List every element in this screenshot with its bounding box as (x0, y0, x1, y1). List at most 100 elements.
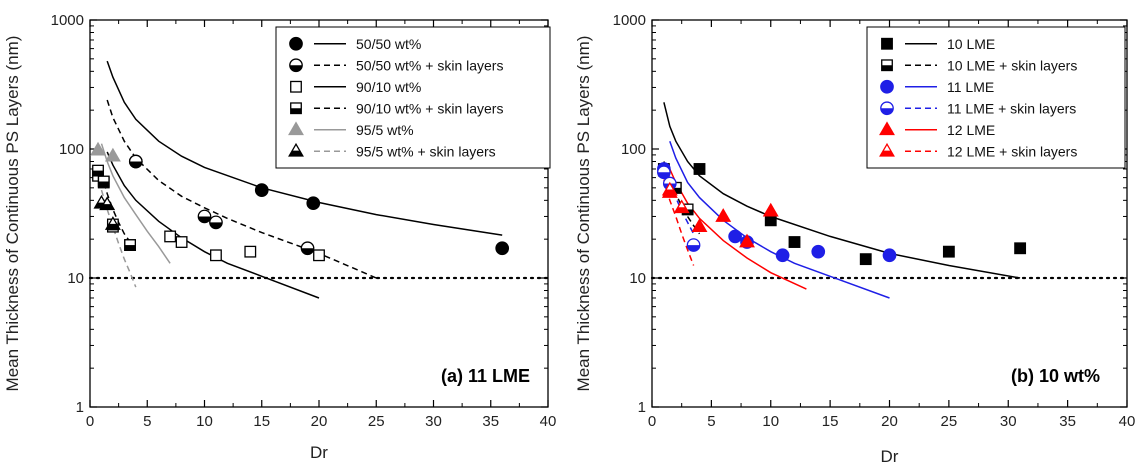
data-point (97, 175, 110, 188)
data-point (92, 164, 104, 177)
marker-shape (881, 37, 893, 50)
marker-shape (715, 208, 732, 222)
data-point (209, 215, 223, 230)
marker-half (301, 248, 314, 255)
data-point (124, 239, 136, 251)
x-axis-label: Dr (881, 447, 899, 465)
legend-label: 11 LME (947, 79, 994, 95)
data-point (693, 163, 706, 175)
data-point (313, 249, 325, 262)
marker-shape (288, 121, 304, 136)
y-tick-label: 1000 (613, 12, 646, 29)
x-axis-label: Dr (310, 443, 328, 462)
fit-line (106, 60, 503, 236)
marker-half (289, 65, 303, 72)
marker-shape (289, 36, 303, 51)
x-tick-label: 25 (368, 413, 385, 430)
data-point (254, 183, 269, 197)
data-point (164, 230, 177, 243)
marker-shape (306, 196, 321, 211)
x-tick-label: 5 (143, 413, 151, 430)
x-tick-label: 20 (881, 413, 898, 430)
legend-marker (288, 121, 304, 136)
data-point (90, 141, 106, 156)
x-tick-label: 10 (762, 413, 779, 430)
marker-half (290, 108, 302, 114)
marker-shape (693, 163, 706, 175)
data-point (739, 233, 755, 248)
legend-label: 90/10 wt% + skin layers (356, 100, 503, 116)
legend-box (275, 26, 551, 169)
marker-half (98, 181, 110, 187)
marker-half (687, 245, 700, 252)
marker-half (880, 150, 894, 156)
legend-marker (881, 59, 893, 72)
data-point (104, 147, 121, 162)
y-tick-label: 1 (76, 399, 84, 416)
marker-shape (882, 248, 897, 263)
fit-line (663, 162, 695, 235)
data-point (728, 229, 742, 244)
data-point (691, 218, 708, 233)
legend-marker (879, 142, 895, 157)
data-point (673, 199, 690, 214)
marker-shape (942, 245, 955, 258)
marker-half (129, 161, 142, 168)
y-axis-label: Mean Thickness of Continuous PS Layers (… (3, 36, 22, 392)
legend-marker (880, 101, 894, 116)
data-point (859, 253, 872, 266)
marker-shape (313, 249, 325, 262)
data-point (128, 154, 143, 169)
x-tick-label: 15 (822, 413, 839, 430)
y-tick-label: 100 (59, 141, 84, 158)
legend-label: 11 LME + skin layers (947, 100, 1076, 116)
x-tick-label: 0 (86, 413, 94, 430)
panel-label: (a) 11 LME (441, 366, 530, 386)
x-tick-label: 20 (311, 413, 328, 430)
marker-half (106, 223, 120, 230)
marker-shape (90, 141, 106, 156)
fit-line (669, 140, 890, 299)
x-tick-label: 15 (253, 413, 270, 430)
fit-line (663, 161, 701, 235)
marker-shape (859, 253, 872, 266)
x-tick-label: 35 (1059, 413, 1076, 430)
legend-marker (879, 121, 895, 136)
x-tick-label: 30 (1000, 413, 1017, 430)
data-point (306, 196, 321, 211)
data-point (104, 216, 121, 230)
marker-shape (254, 183, 269, 197)
data-point (244, 245, 257, 258)
data-point (764, 214, 777, 227)
marker-half (209, 222, 223, 229)
legend-marker (289, 36, 303, 51)
data-point (715, 208, 732, 222)
legend: 10 LME 10 LME + skin layers 11 LME 11 LME +… (866, 26, 1126, 169)
marker-shape (175, 236, 188, 248)
legend-marker (289, 58, 303, 73)
marker-shape (210, 249, 222, 262)
panel-label: (b) 10 wt% (1011, 366, 1100, 386)
marker-shape (244, 245, 257, 258)
legend-label: 10 LME + skin layers (947, 57, 1077, 73)
marker-half (674, 207, 689, 213)
data-point (175, 236, 188, 248)
data-point (300, 241, 315, 256)
legend-marker (288, 142, 304, 157)
legend: 50/50 wt% 50/50 wt% + skin layers 90/10 wt… (275, 26, 551, 169)
legend-label: 95/5 wt% (356, 122, 414, 138)
data-point (661, 181, 678, 196)
y-tick-label: 10 (67, 270, 84, 287)
marker-shape (762, 202, 779, 217)
marker-shape (1014, 242, 1027, 255)
legend-marker (290, 80, 302, 93)
y-tick-label: 10 (629, 270, 646, 287)
x-tick-label: 40 (1119, 413, 1136, 430)
x-tick-label: 10 (196, 413, 213, 430)
legend-marker (880, 79, 894, 94)
data-point (811, 244, 826, 259)
fit-line (663, 102, 1021, 279)
x-tick-label: 25 (941, 413, 958, 430)
fit-line (106, 99, 377, 279)
